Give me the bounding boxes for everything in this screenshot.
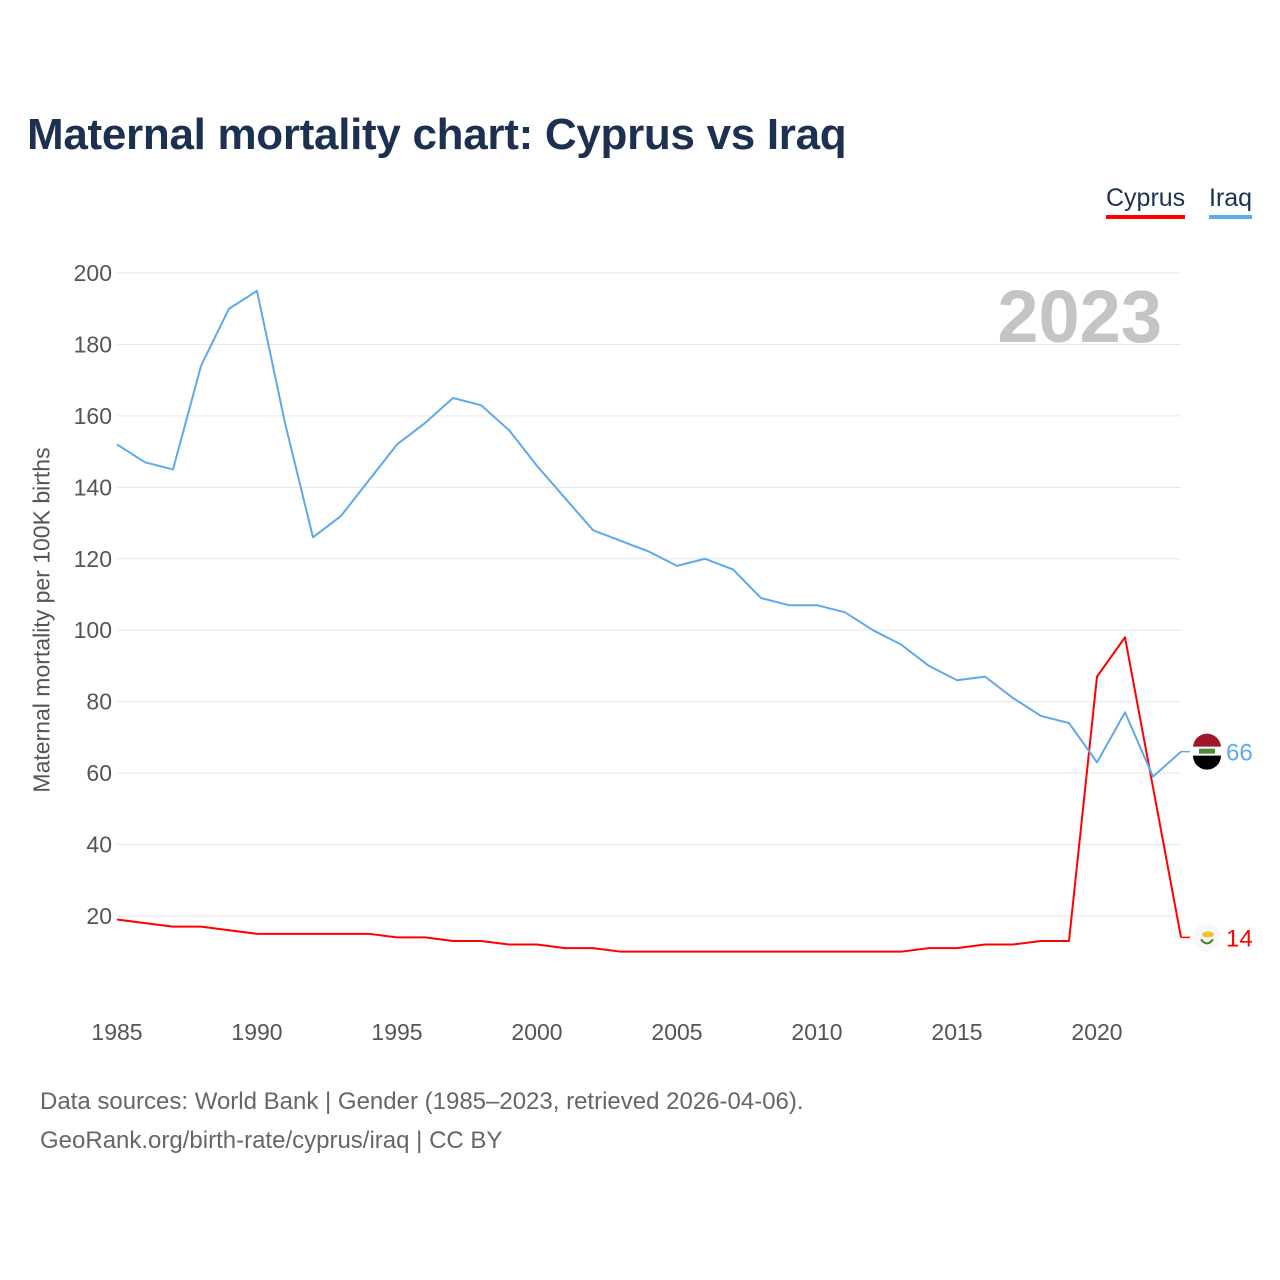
y-tick-label: 80	[86, 689, 112, 715]
y-tick-label: 120	[74, 546, 112, 572]
x-tick-label: 2015	[931, 1019, 982, 1045]
y-tick-label: 100	[74, 617, 112, 643]
y-tick-label: 200	[74, 260, 112, 286]
legend-item-iraq[interactable]: Iraq	[1209, 184, 1253, 219]
x-tick-label: 1985	[91, 1019, 142, 1045]
x-tick-label: 2005	[651, 1019, 702, 1045]
x-tick-label: 1995	[371, 1019, 422, 1045]
x-tick-label: 2010	[791, 1019, 842, 1045]
series-line-cyprus	[116, 636, 1182, 953]
y-tick-label: 40	[86, 832, 112, 858]
end-value-label-cyprus: 14	[1226, 925, 1253, 952]
y-tick-label: 160	[74, 403, 112, 429]
x-tick-label: 2000	[511, 1019, 562, 1045]
iraq-flag-icon	[1193, 733, 1221, 770]
x-tick-label: 2020	[1071, 1019, 1122, 1045]
series-line-iraq	[116, 289, 1182, 778]
cyprus-flag-icon	[1193, 923, 1221, 952]
footer-sources: Data sources: World Bank | Gender (1985–…	[40, 1088, 804, 1115]
y-tick-label: 180	[74, 331, 112, 357]
footer-attribution[interactable]: GeoRank.org/birth-rate/cyprus/iraq | CC …	[40, 1127, 503, 1154]
x-tick-label: 1990	[231, 1019, 282, 1045]
y-tick-label: 60	[86, 760, 112, 786]
end-value-label-iraq: 66	[1226, 740, 1253, 767]
y-tick-label: 140	[74, 474, 112, 500]
y-tick-label: 20	[86, 903, 112, 929]
chart-title: Maternal mortality chart: Cyprus vs Iraq	[27, 110, 847, 159]
legend-item-cyprus[interactable]: Cyprus	[1106, 184, 1186, 219]
